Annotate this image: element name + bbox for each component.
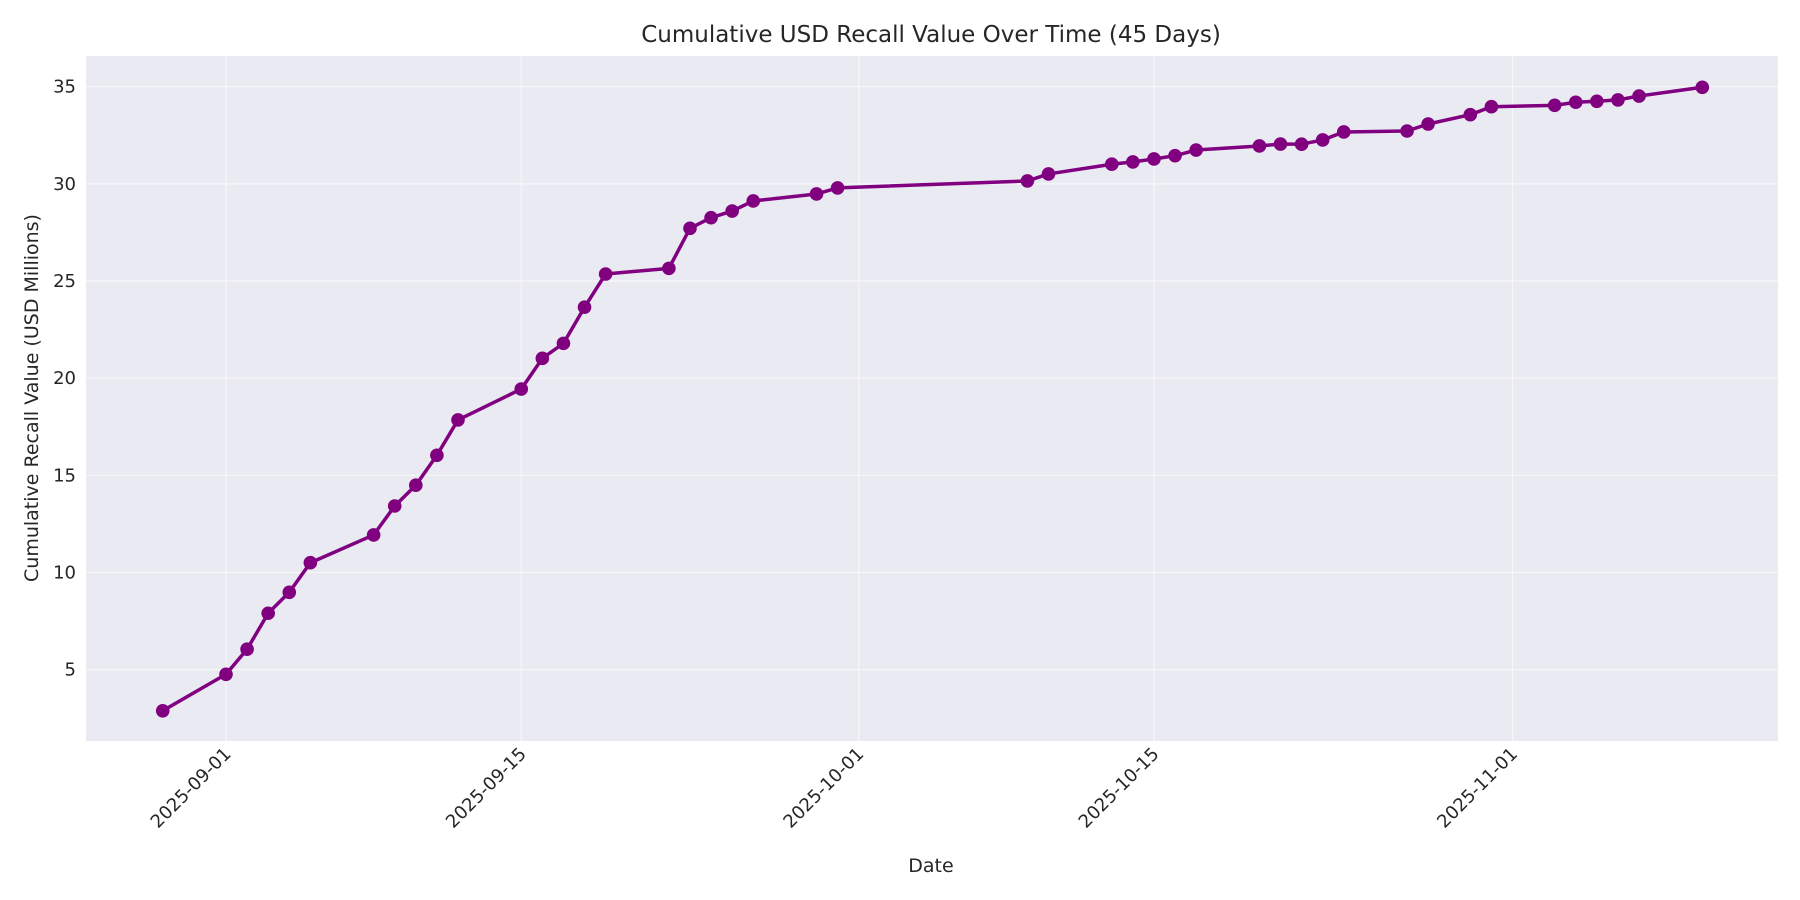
y-tick-label: 20 [53, 368, 76, 389]
data-point-marker [683, 221, 697, 236]
data-point-marker [282, 585, 297, 600]
data-point-marker [1421, 117, 1435, 131]
y-tick-label: 15 [53, 465, 76, 486]
y-tick-label: 35 [53, 77, 76, 98]
data-point-marker [598, 267, 613, 281]
data-point-marker [1294, 137, 1309, 152]
data-point-marker [155, 703, 170, 718]
data-point-marker [535, 351, 550, 366]
data-point-marker [1590, 94, 1604, 109]
data-point-marker [1020, 174, 1035, 188]
data-point-marker [577, 300, 592, 315]
data-point-marker [725, 204, 739, 218]
data-point-marker [1632, 89, 1646, 103]
data-point-marker [746, 194, 761, 208]
data-point-marker [1547, 98, 1562, 113]
y-axis-label: Cumulative Recall Value (USD Millions) [21, 214, 43, 582]
data-point-marker [366, 528, 381, 542]
data-point-marker [1104, 157, 1119, 172]
chart-title: Cumulative USD Recall Value Over Time (4… [641, 22, 1221, 48]
data-point-marker [1400, 124, 1414, 138]
data-point-marker [556, 336, 571, 351]
data-point-marker [809, 187, 824, 201]
data-point-marker [1189, 143, 1203, 157]
data-point-marker [514, 382, 529, 396]
data-point-marker [1041, 167, 1056, 181]
data-point-marker [1463, 107, 1478, 122]
data-point-marker [1126, 155, 1140, 169]
data-point-marker [409, 478, 423, 493]
plot-area [86, 56, 1778, 741]
data-point-marker [1147, 152, 1161, 166]
data-point-marker [1336, 125, 1351, 139]
y-tick-label: 10 [53, 562, 76, 583]
x-tick-label: 2025-10-15 [1075, 744, 1164, 833]
data-point-marker [430, 448, 444, 463]
x-tick-label: 2025-09-15 [442, 744, 531, 833]
data-point-marker [1484, 99, 1499, 114]
x-axis-label: Date [908, 855, 953, 877]
y-tick-label: 25 [53, 271, 76, 292]
data-point-marker [240, 642, 254, 656]
x-tick-label: 2025-09-01 [147, 744, 236, 833]
data-point-marker [1695, 80, 1710, 95]
data-point-marker [1168, 148, 1182, 163]
data-point-marker [1252, 139, 1267, 153]
data-point-marker [261, 606, 275, 621]
data-point-marker [662, 261, 676, 276]
x-tick-label: 2025-11-01 [1433, 744, 1522, 833]
y-tick-label: 5 [65, 660, 76, 681]
data-point-marker [1568, 95, 1583, 110]
data-point-marker [303, 555, 318, 570]
data-point-marker [219, 667, 233, 682]
y-tick-label: 30 [53, 174, 76, 195]
data-point-marker [830, 181, 845, 195]
data-series [155, 80, 1710, 718]
x-tick-label: 2025-10-01 [779, 744, 868, 833]
data-point-marker [1273, 137, 1288, 151]
data-point-marker [1611, 93, 1625, 107]
data-point-marker [387, 499, 402, 513]
data-point-marker [451, 413, 465, 427]
data-point-marker [1315, 133, 1330, 147]
y-axis-ticks: 5 10 15 20 25 30 35 [53, 77, 76, 681]
x-axis-ticks: 2025-09-01 2025-09-15 2025-10-01 2025-10-15… [147, 744, 1522, 833]
data-point-marker [704, 210, 718, 225]
